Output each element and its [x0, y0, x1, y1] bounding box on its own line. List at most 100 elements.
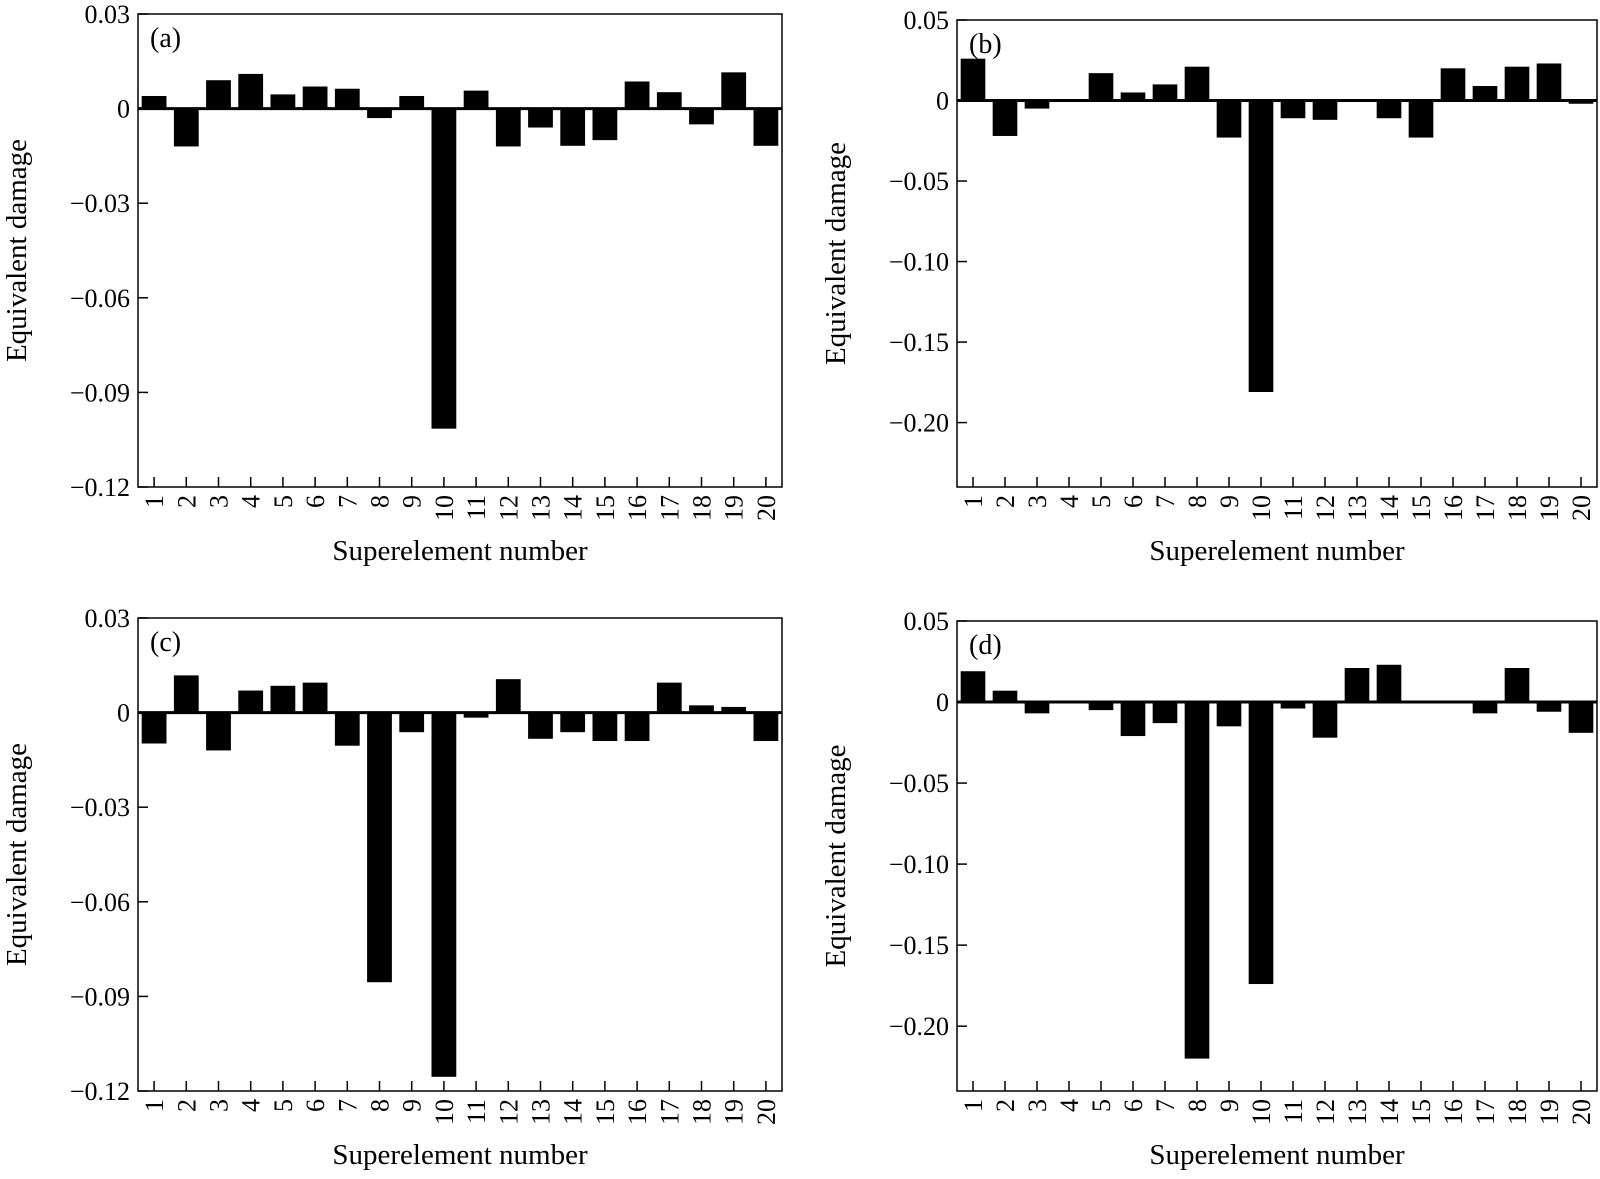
bar-2	[173, 675, 199, 713]
x-tick-label: 3	[205, 495, 234, 508]
x-tick-label: 13	[1343, 495, 1372, 521]
bar-9	[1216, 100, 1242, 138]
bar-7	[1152, 702, 1178, 724]
x-tick-label: 16	[1439, 495, 1468, 521]
x-tick-label: 7	[1151, 1099, 1180, 1112]
bar-11	[1280, 702, 1306, 709]
y-tick-label: 0	[936, 87, 949, 116]
x-tick-label: 19	[1535, 1099, 1564, 1125]
x-tick-label: 6	[1119, 1099, 1148, 1112]
x-tick-label: 8	[1183, 1099, 1212, 1112]
bar-6	[302, 86, 328, 109]
bar-17	[656, 682, 682, 713]
bar-14	[560, 712, 586, 733]
x-tick-label: 8	[366, 1099, 395, 1112]
bar-10	[431, 712, 457, 1077]
x-tick-label: 7	[333, 1099, 362, 1112]
x-tick-label: 18	[1503, 495, 1532, 521]
bar-4	[238, 690, 264, 713]
bar-12	[495, 679, 521, 713]
bar-19	[721, 72, 747, 109]
x-tick-label: 20	[1567, 495, 1596, 521]
bar-8	[1184, 702, 1210, 1059]
bar-15	[1408, 100, 1434, 138]
bar-17	[1472, 702, 1498, 714]
x-tick-label: 11	[1279, 495, 1308, 520]
plot-frame	[137, 13, 783, 488]
x-tick-label: 15	[1407, 495, 1436, 521]
x-tick-label: 20	[1567, 1099, 1596, 1125]
bar-18	[1504, 668, 1530, 703]
y-tick-label: 0	[936, 688, 949, 717]
bar-20	[1568, 100, 1594, 104]
x-tick-label: 14	[559, 495, 588, 521]
x-tick-label: 15	[1407, 1099, 1436, 1125]
x-tick-label: 17	[1471, 1099, 1500, 1125]
bar-6	[1120, 92, 1146, 101]
bar-11	[1280, 100, 1306, 119]
x-tick-label: 17	[655, 495, 684, 521]
x-tick-label: 13	[527, 495, 556, 521]
x-axis-title: Superelement number	[1149, 535, 1405, 567]
y-tick-label: 0.05	[904, 6, 950, 35]
x-tick-label: 1	[959, 495, 988, 508]
bar-5	[1088, 73, 1114, 101]
bar-2	[992, 690, 1018, 703]
panel-label-b: (b)	[969, 29, 1002, 60]
x-tick-label: 3	[205, 1099, 234, 1112]
plot-frame	[137, 617, 783, 1092]
x-tick-label: 17	[1471, 495, 1500, 521]
x-tick-label: 15	[591, 1099, 620, 1125]
x-tick-label: 19	[720, 1099, 749, 1125]
bar-14	[560, 108, 586, 146]
x-tick-label: 13	[1343, 1099, 1372, 1125]
bar-16	[624, 81, 650, 109]
x-tick-label: 14	[1375, 495, 1404, 521]
x-tick-label: 20	[752, 495, 781, 521]
x-tick-label: 12	[1311, 495, 1340, 521]
bar-1	[141, 712, 167, 744]
x-tick-label: 2	[991, 1099, 1020, 1112]
x-tick-label: 5	[269, 1099, 298, 1112]
x-tick-label: 5	[269, 495, 298, 508]
x-tick-label: 18	[688, 1099, 717, 1125]
x-tick-label: 14	[559, 1099, 588, 1125]
x-tick-label: 2	[172, 495, 201, 508]
x-tick-label: 7	[333, 495, 362, 508]
bar-1	[960, 671, 986, 703]
panel-label-a: (a)	[150, 23, 181, 54]
y-axis-title: Equivalent damage	[820, 142, 852, 365]
x-tick-label: 1	[140, 495, 169, 508]
x-tick-label: 6	[301, 495, 330, 508]
bar-13	[528, 108, 553, 128]
bar-20	[753, 108, 779, 146]
x-tick-label: 4	[1055, 1099, 1084, 1112]
x-tick-label: 16	[623, 1099, 652, 1125]
x-axis-title: Superelement number	[1149, 1139, 1405, 1171]
bar-12	[1312, 100, 1338, 120]
y-tick-label: −0.05	[889, 167, 949, 196]
bar-19	[1536, 63, 1562, 101]
chart-panel-d: 0.050−0.05−0.10−0.15−0.201 2 3 4 5 6 7 8 9 10 11 12…	[820, 607, 1598, 1171]
bar-1	[141, 95, 167, 109]
bar-13	[1344, 668, 1370, 703]
chart-panel-a: 0.030−0.03−0.06−0.09−0.12 1 2 3 4 5 6 7 8 9 10 11 12…	[1, 0, 783, 567]
bar-1	[960, 58, 986, 101]
y-tick-label: −0.03	[70, 189, 130, 218]
y-tick-label: 0.03	[85, 0, 131, 29]
y-tick-label: −0.15	[889, 931, 949, 960]
bar-15	[592, 712, 618, 741]
x-tick-label: 6	[301, 1099, 330, 1112]
bar-19	[721, 706, 747, 713]
x-tick-label: 2	[172, 1099, 201, 1112]
bar-16	[624, 712, 650, 741]
bar-10	[431, 108, 457, 429]
bar-14	[1376, 664, 1402, 703]
x-tick-label: 13	[527, 1099, 556, 1125]
y-tick-label: −0.09	[70, 982, 130, 1011]
x-tick-label: 9	[1215, 1099, 1244, 1112]
y-tick-label: −0.03	[70, 793, 130, 822]
bar-6	[302, 682, 328, 713]
bar-16	[1440, 68, 1466, 101]
